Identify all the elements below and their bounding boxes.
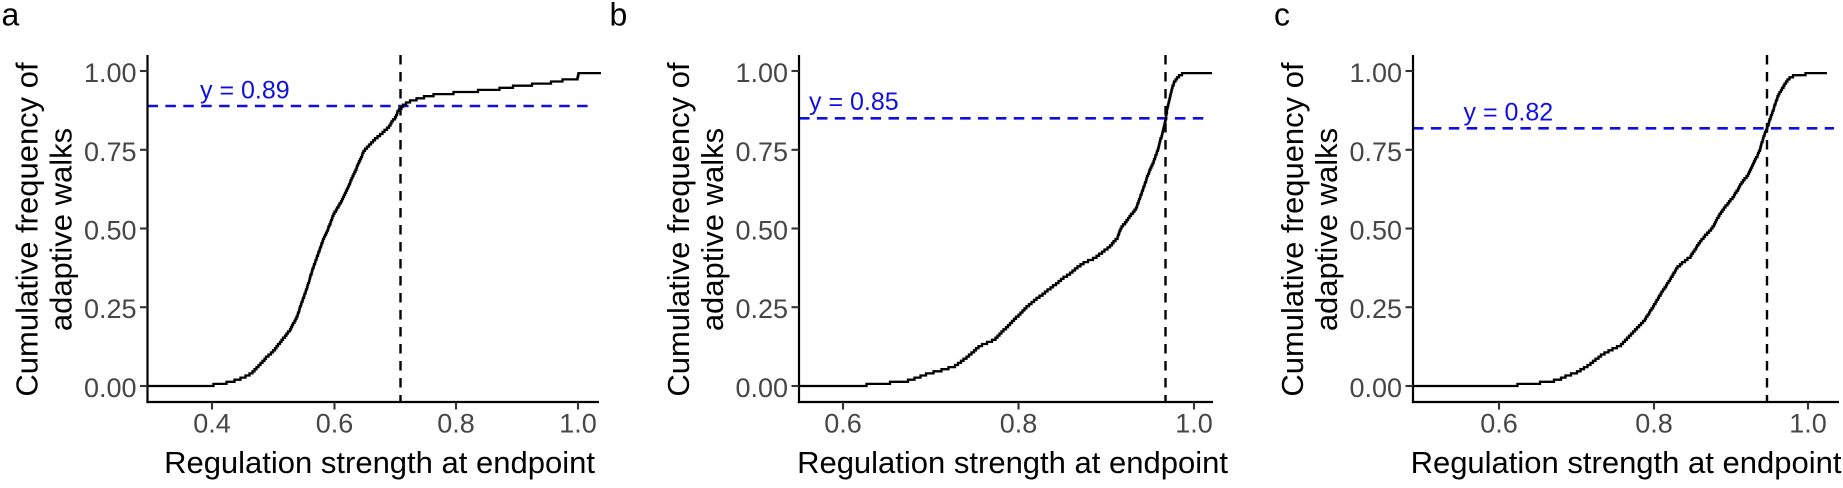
svg-text:0.25: 0.25 [735,294,788,324]
svg-text:1.00: 1.00 [1349,58,1402,88]
svg-text:0.75: 0.75 [84,137,137,167]
svg-text:1.00: 1.00 [735,58,788,88]
svg-text:0.50: 0.50 [735,216,788,246]
svg-text:a: a [2,0,20,33]
svg-text:Cumulative frequency of: Cumulative frequency of [661,62,696,397]
svg-text:Cumulative frequency of: Cumulative frequency of [9,62,44,397]
svg-text:0.8: 0.8 [1000,409,1038,439]
svg-text:0.4: 0.4 [193,409,231,439]
svg-text:1.0: 1.0 [559,409,597,439]
svg-text:0.6: 0.6 [316,409,354,439]
svg-text:0.8: 0.8 [437,409,475,439]
svg-text:0.6: 0.6 [1480,409,1518,439]
svg-text:1.0: 1.0 [1789,409,1827,439]
svg-text:y = 0.85: y = 0.85 [809,88,899,116]
svg-text:0.00: 0.00 [1349,373,1402,403]
svg-text:y = 0.89: y = 0.89 [200,77,290,105]
svg-text:0.00: 0.00 [84,373,137,403]
svg-text:0.50: 0.50 [84,216,137,246]
svg-text:0.75: 0.75 [1349,137,1402,167]
svg-text:y = 0.82: y = 0.82 [1464,99,1554,127]
svg-text:b: b [610,0,628,33]
svg-text:Regulation strength at endpoin: Regulation strength at endpoint [797,445,1228,480]
svg-text:1.0: 1.0 [1175,409,1213,439]
svg-text:adaptive walks: adaptive walks [1309,128,1344,331]
svg-text:adaptive walks: adaptive walks [43,128,78,331]
svg-text:0.25: 0.25 [1349,294,1402,324]
svg-text:0.8: 0.8 [1635,409,1673,439]
svg-text:0.00: 0.00 [735,373,788,403]
svg-text:0.50: 0.50 [1349,216,1402,246]
svg-text:Cumulative frequency of: Cumulative frequency of [1275,62,1310,397]
svg-text:Regulation strength at endpoin: Regulation strength at endpoint [1411,445,1842,480]
svg-text:c: c [1274,0,1290,33]
svg-text:0.75: 0.75 [735,137,788,167]
svg-text:0.25: 0.25 [84,294,137,324]
svg-text:adaptive walks: adaptive walks [695,128,730,331]
svg-text:0.6: 0.6 [824,409,862,439]
svg-text:Regulation strength at endpoin: Regulation strength at endpoint [164,445,595,480]
svg-text:1.00: 1.00 [84,58,137,88]
